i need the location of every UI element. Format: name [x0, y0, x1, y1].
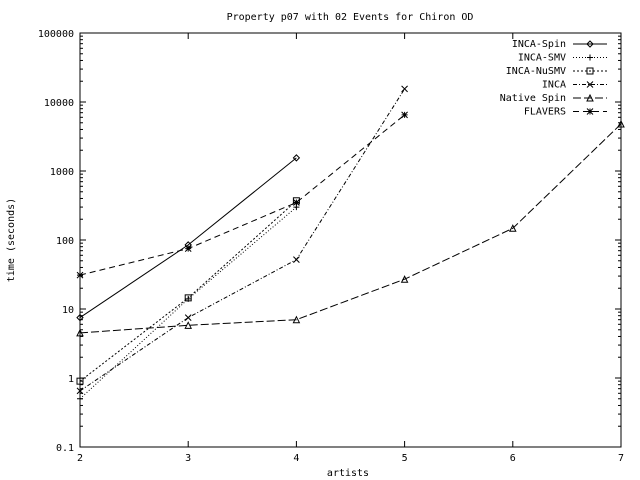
data-point: [292, 154, 301, 162]
y-tick-label: 1000: [50, 167, 74, 178]
data-point: [293, 256, 300, 263]
x-tick-label: 7: [618, 453, 624, 464]
legend-label: FLAVERS: [524, 107, 566, 118]
data-point: [617, 119, 625, 128]
series-line-native-spin: [79, 123, 622, 334]
data-point: [401, 85, 408, 93]
series-line-inca-smv: [79, 206, 297, 400]
axis-ticks: 2 3 4 5 6 7 0.1 1 10 100 1000 10000 100000: [38, 29, 624, 464]
data-point: [400, 275, 409, 283]
chart-title: Property p07 with 02 Events for Chiron O…: [227, 12, 474, 23]
legend-marker: [586, 93, 594, 102]
series-line-flavers: [79, 114, 405, 276]
data-point: [508, 224, 517, 232]
data-point: [292, 315, 301, 324]
series-line-inca: [79, 88, 406, 392]
x-tick-label: 4: [293, 453, 299, 464]
data-point: [293, 199, 300, 206]
x-axis-label: artists: [327, 468, 369, 479]
y-tick-label: 100: [56, 236, 74, 247]
series-lines: [76, 85, 625, 402]
data-point: [184, 245, 192, 252]
y-tick-label: 0.1: [56, 443, 74, 454]
legend-marker: [586, 40, 594, 48]
x-tick-label: 6: [510, 453, 516, 464]
data-point: [184, 314, 192, 321]
data-point: [76, 328, 84, 337]
data-point: [76, 313, 84, 322]
legend-label: INCA: [542, 80, 566, 91]
data-point: [184, 294, 192, 302]
legend-marker: [586, 67, 594, 75]
series-line-inca-nusmv: [79, 200, 297, 382]
y-axis-label: time (seconds): [6, 198, 17, 282]
legend-label: INCA-SMV: [518, 53, 566, 64]
x-tick-label: 2: [77, 453, 83, 464]
data-point: [76, 377, 84, 385]
legend-marker: [586, 108, 594, 115]
legend-label: INCA-Spin: [512, 39, 566, 50]
x-tick-label: 3: [185, 453, 191, 464]
legend-label: Native Spin: [500, 93, 566, 104]
data-point: [184, 321, 193, 329]
y-tick-label: 10: [62, 305, 74, 316]
y-tick-label: 10000: [44, 98, 74, 109]
legend: INCA-Spin INCA-SMV INCA-NuSMV INCA Native Sp…: [500, 39, 607, 118]
legend-marker: [587, 54, 593, 61]
data-point: [401, 111, 408, 119]
legend-marker: [586, 81, 594, 88]
x-tick-label: 5: [402, 453, 408, 464]
series-line-inca-spin: [79, 157, 297, 319]
legend-label: INCA-NuSMV: [506, 66, 566, 77]
data-point: [77, 395, 83, 402]
y-tick-label: 1: [68, 374, 74, 385]
data-point: [76, 387, 84, 395]
y-tick-label: 100000: [38, 29, 74, 40]
data-point: [76, 271, 84, 279]
